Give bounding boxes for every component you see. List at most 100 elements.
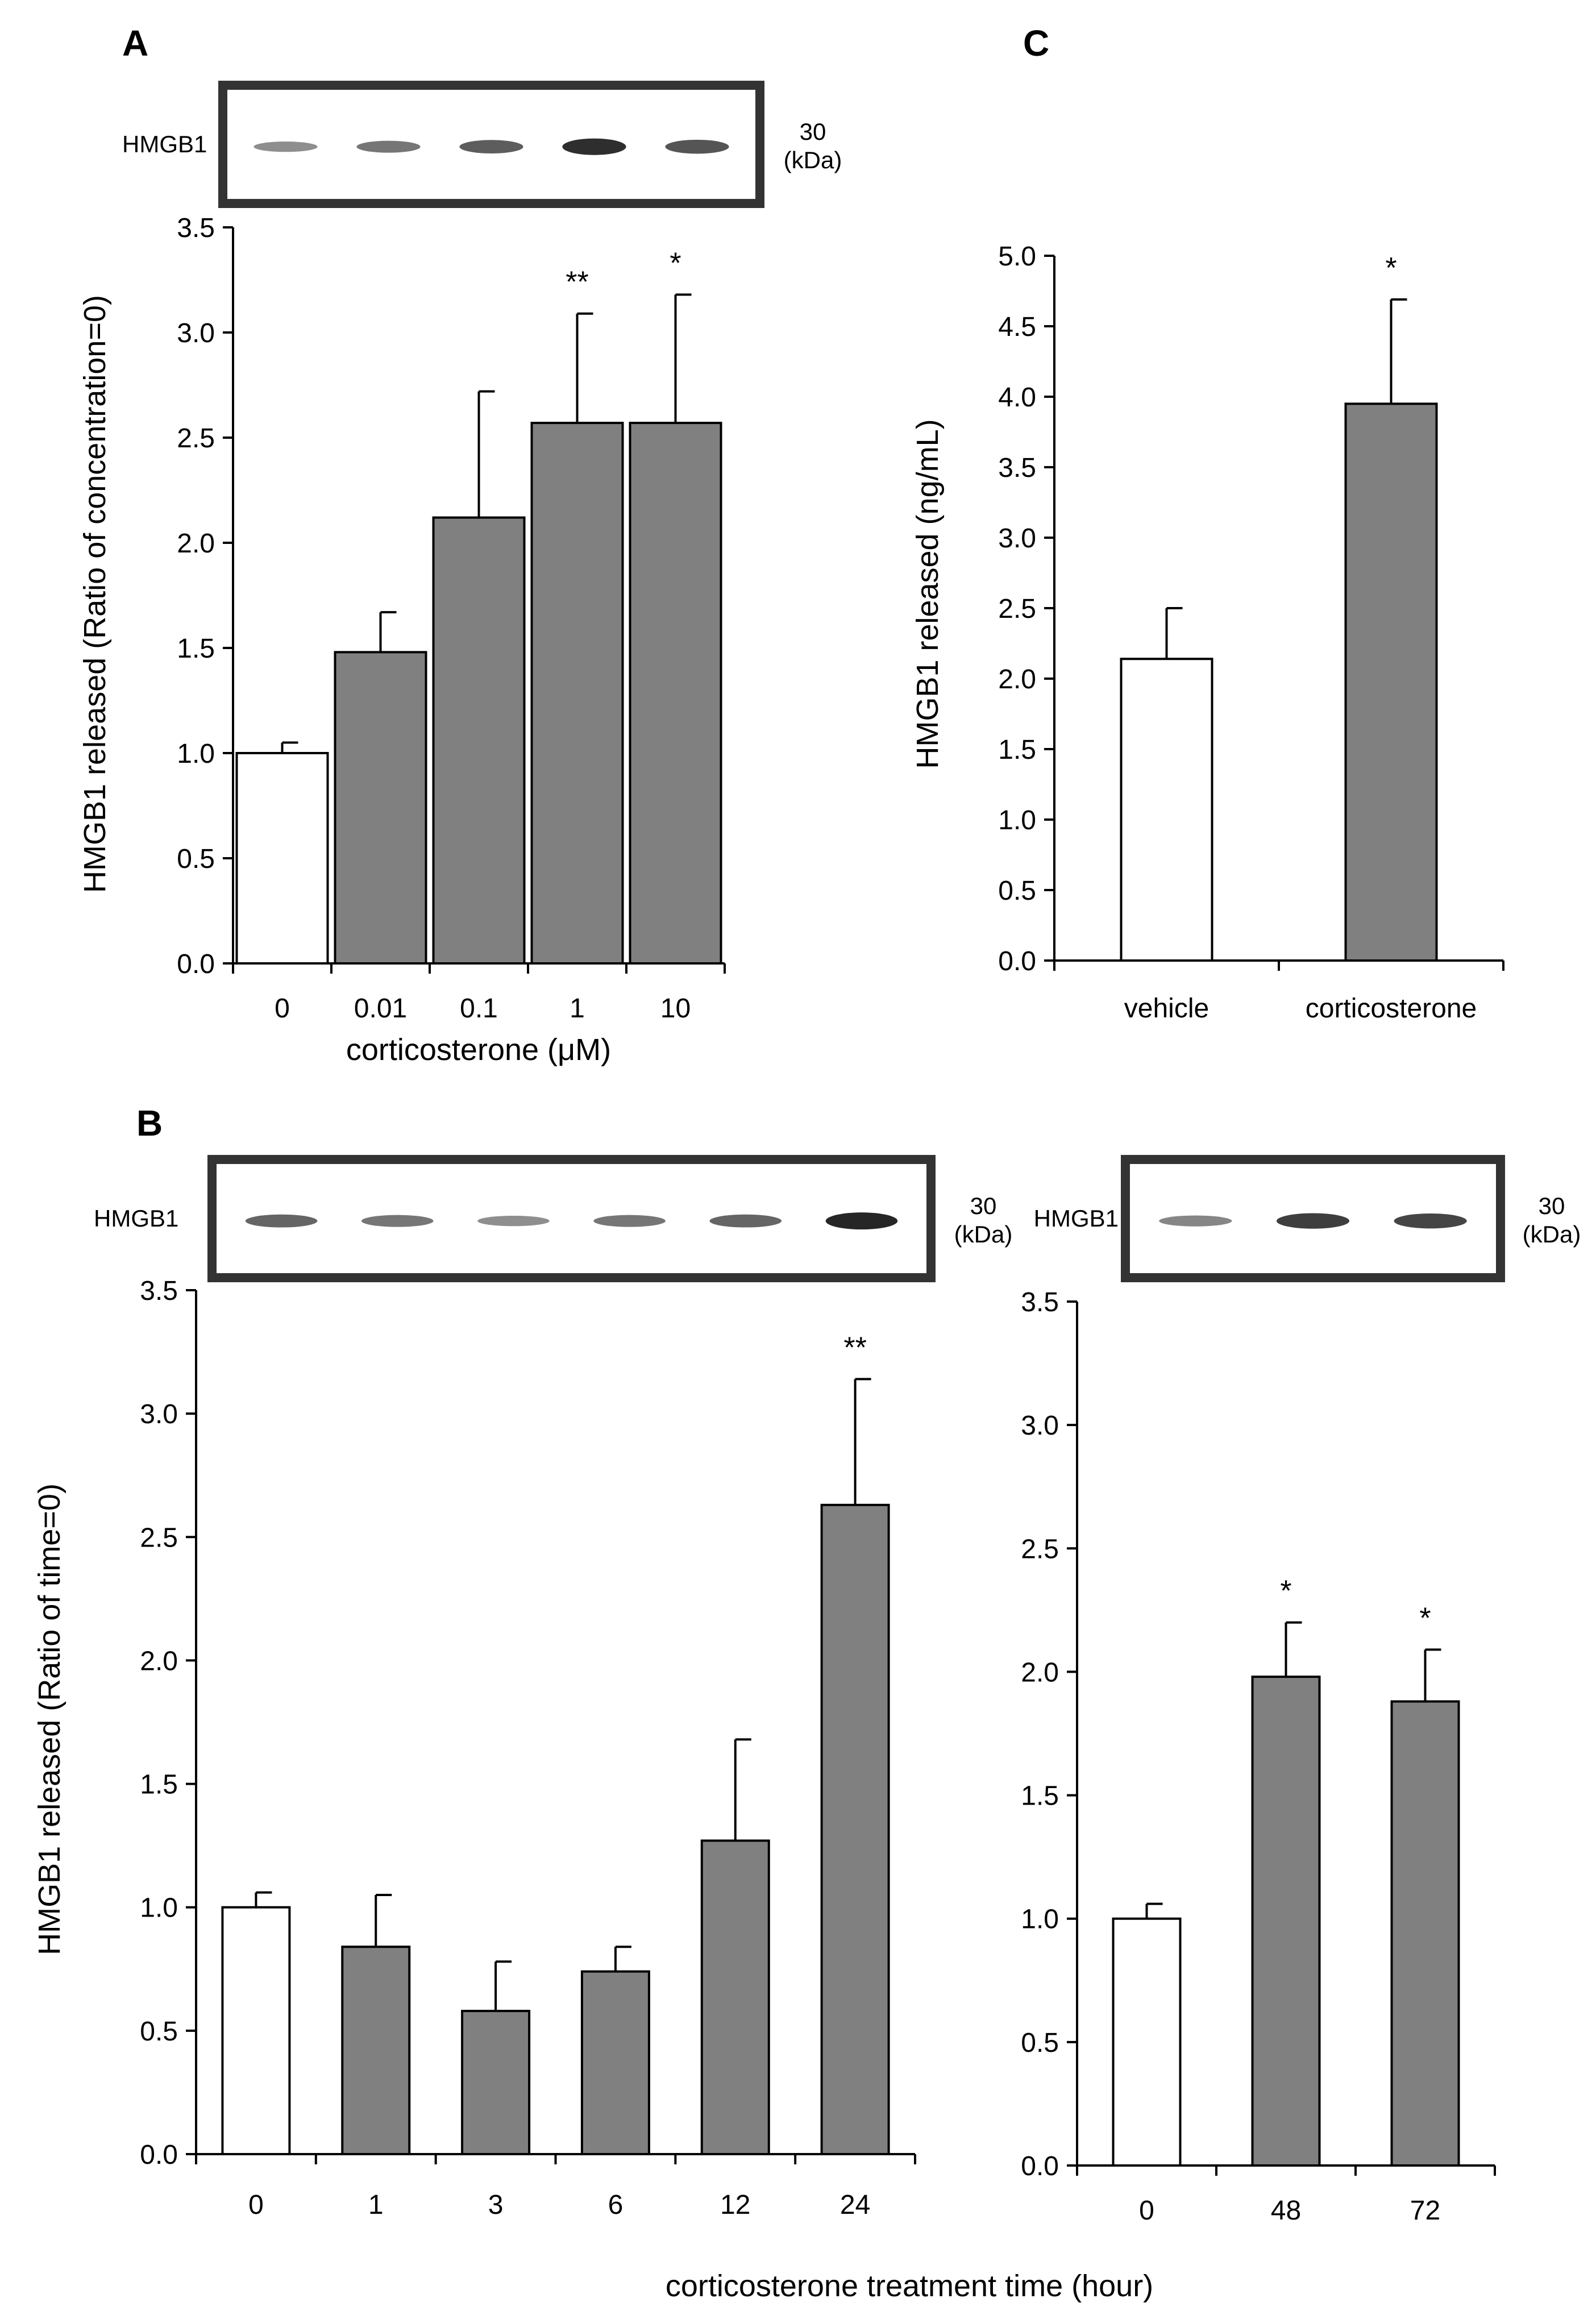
x-tick-label: corticosterone [1306, 994, 1477, 1024]
significance-label: * [1280, 1575, 1291, 1608]
blot-unit-label: (kDa) [784, 147, 842, 173]
significance-label: * [670, 247, 681, 280]
y-tick-label: 1.5 [140, 1770, 178, 1800]
y-tick-label: 3.5 [1021, 1287, 1059, 1317]
bar [1120, 658, 1213, 962]
y-tick-label: 4.0 [998, 383, 1036, 413]
western-blot-band [665, 139, 729, 154]
western-blot-band [1276, 1213, 1350, 1229]
y-axis-label: HMGB1 released (ng/mL) [911, 419, 945, 768]
western-blot-band [562, 138, 626, 155]
y-tick-label: 2.5 [140, 1523, 178, 1553]
y-tick-label: 0.0 [177, 949, 215, 979]
x-tick-label: 1 [368, 2190, 384, 2220]
bar [700, 1839, 770, 2155]
western-blot-band [253, 142, 318, 152]
bar [1112, 1917, 1182, 2167]
y-tick-label: 2.5 [998, 594, 1036, 624]
bar [221, 1906, 291, 2156]
bar [461, 2010, 531, 2155]
y-tick-label: 1.5 [998, 735, 1036, 765]
x-tick-label: 12 [720, 2190, 750, 2220]
bar [1344, 402, 1438, 962]
western-blot-frame [207, 1155, 936, 1282]
y-tick-label: 0.5 [1021, 2028, 1059, 2058]
blot-unit-label: (kDa) [954, 1221, 1013, 1248]
y-tick-label: 0.5 [140, 2017, 178, 2047]
y-tick-label: 2.0 [140, 1646, 178, 1676]
y-tick-label: 0.5 [998, 876, 1036, 906]
y-tick-label: 1.0 [998, 805, 1036, 836]
bar [1390, 1700, 1460, 2167]
panel-letter-a: A [122, 23, 148, 64]
western-blot-band [477, 1216, 550, 1227]
x-tick-label: 72 [1410, 2196, 1440, 2226]
western-blot-band [1394, 1213, 1467, 1229]
y-tick-label: 0.5 [177, 844, 215, 874]
chart-c: 0.0 0.5 1.0 1.5 2.0 2.5 3.0 3.5 4.0 4.5 5.0 vehicle… [911, 242, 1504, 1024]
y-tick-label: 3.5 [140, 1276, 178, 1306]
western-blot-band [1159, 1215, 1232, 1227]
chart-b-long: 0.0 0.5 1.0 1.5 2.0 2.5 3.0 3.5 0 * 48 * 72 HMGB1 30(k… [1021, 1155, 1581, 2226]
chart-b: 0.0 0.5 1.0 1.5 2.0 2.5 3.0 3.5 0 1 3 6 12 ** 24 HMGB1 … [32, 1155, 1013, 2220]
y-tick-label: 4.5 [998, 312, 1036, 342]
bar [432, 516, 526, 965]
blot-marker-label: 30 [800, 118, 826, 145]
blot-protein-label: HMGB1 [1034, 1205, 1119, 1232]
x-tick-label: 48 [1271, 2196, 1301, 2226]
y-tick-label: 1.0 [140, 1893, 178, 1923]
x-tick-label: 0.1 [460, 994, 498, 1024]
x-tick-label: 0 [1139, 2196, 1154, 2226]
bar [580, 1970, 650, 2156]
x-tick-label: 0 [248, 2190, 264, 2220]
blot-protein-label: HMGB1 [122, 131, 207, 157]
y-tick-label: 1.5 [177, 634, 215, 664]
x-tick-label: 6 [608, 2190, 624, 2220]
y-axis-label: HMGB1 released (Ratio of concentration=0… [78, 295, 112, 893]
y-tick-label: 3.0 [1021, 1411, 1059, 1441]
blot-protein-label: HMGB1 [94, 1205, 178, 1232]
significance-label: ** [566, 266, 588, 299]
western-blot-band [593, 1215, 666, 1227]
blot-marker-label: 30 [1539, 1192, 1565, 1219]
y-tick-label: 2.0 [177, 529, 215, 559]
y-tick-label: 1.0 [1021, 1905, 1059, 1935]
y-tick-label: 1.0 [177, 739, 215, 769]
x-tick-label: vehicle [1124, 994, 1209, 1024]
x-tick-label: 10 [660, 994, 691, 1024]
western-blot-band [356, 140, 421, 153]
y-tick-label: 3.5 [998, 453, 1036, 483]
significance-label: * [1419, 1602, 1431, 1635]
y-tick-label: 5.0 [998, 242, 1036, 272]
bar [530, 422, 624, 965]
x-tick-label: 0 [275, 994, 290, 1024]
x-tick-label: 24 [840, 2190, 870, 2220]
panel-letter-b: B [136, 1103, 163, 1144]
bar [820, 1503, 890, 2155]
y-tick-label: 3.0 [998, 523, 1036, 554]
y-tick-label: 0.0 [140, 2140, 178, 2170]
blot-unit-label: (kDa) [1523, 1221, 1581, 1248]
y-tick-label: 3.5 [177, 213, 215, 243]
panel-letter-c: C [1023, 23, 1049, 64]
y-tick-label: 1.5 [1021, 1781, 1059, 1811]
significance-label: * [1385, 252, 1396, 285]
x-axis-label: corticosterone (μM) [346, 1033, 611, 1067]
chart-a: 0.0 0.5 1.0 1.5 2.0 2.5 3.0 3.5 0 0.01 0.1 ** 1 * 10 HM… [78, 81, 842, 1067]
western-blot-band [459, 140, 523, 154]
western-blot-band [825, 1212, 898, 1230]
bar [629, 422, 722, 965]
x-tick-label: 1 [570, 994, 585, 1024]
y-axis-label: HMGB1 released (Ratio of time=0) [32, 1483, 66, 1955]
x-tick-label: 0.01 [354, 994, 407, 1024]
significance-label: ** [843, 1331, 866, 1364]
y-tick-label: 2.0 [1021, 1657, 1059, 1687]
x-tick-label: 3 [488, 2190, 504, 2220]
western-blot-band [361, 1215, 434, 1227]
bar [1251, 1676, 1321, 2167]
bar [334, 651, 427, 965]
y-tick-label: 2.0 [998, 664, 1036, 695]
y-tick-label: 2.5 [177, 423, 215, 454]
blot-marker-label: 30 [970, 1192, 997, 1219]
